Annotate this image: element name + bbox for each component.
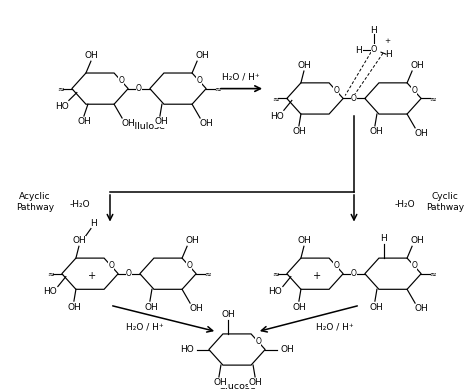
Text: OH: OH — [154, 117, 168, 126]
Text: ≈: ≈ — [429, 269, 437, 278]
Text: OH: OH — [221, 310, 235, 319]
Text: -H₂O: -H₂O — [70, 200, 91, 209]
Text: OH: OH — [369, 127, 383, 136]
Text: O: O — [118, 76, 124, 85]
Text: +: + — [88, 271, 96, 281]
Text: O: O — [196, 76, 202, 85]
Text: OH: OH — [280, 345, 294, 354]
Text: O: O — [333, 86, 339, 95]
Text: O: O — [371, 45, 377, 54]
Text: OH: OH — [297, 61, 311, 70]
Text: O: O — [333, 262, 339, 271]
Text: H₂O / H⁺: H₂O / H⁺ — [126, 322, 164, 331]
Text: ≈: ≈ — [46, 269, 54, 278]
Text: OH: OH — [414, 129, 428, 138]
Text: HO: HO — [270, 112, 284, 121]
Text: OH: OH — [414, 305, 428, 314]
Text: OH: OH — [189, 305, 203, 314]
Text: Cyclic
Pathway: Cyclic Pathway — [426, 192, 464, 212]
Text: O: O — [351, 94, 357, 103]
Text: OH: OH — [410, 236, 424, 245]
Text: OH: OH — [67, 303, 81, 312]
Text: -H₂O: -H₂O — [395, 200, 415, 209]
Text: H: H — [371, 26, 377, 35]
Text: +: + — [313, 271, 321, 281]
Text: O: O — [255, 337, 261, 346]
Text: OH: OH — [84, 51, 98, 60]
Text: O: O — [411, 86, 417, 95]
Text: H: H — [356, 46, 363, 55]
Text: OH: OH — [185, 236, 199, 245]
Text: HO: HO — [55, 102, 69, 111]
Text: HO: HO — [43, 287, 57, 296]
Text: OH: OH — [213, 378, 227, 387]
Text: OH: OH — [297, 236, 311, 245]
Text: Acyclic
Pathway: Acyclic Pathway — [16, 192, 54, 212]
Text: OH: OH — [144, 303, 158, 312]
Text: OH: OH — [121, 119, 135, 128]
Text: OH: OH — [248, 378, 262, 387]
Text: OH: OH — [292, 303, 306, 312]
Text: H: H — [91, 219, 97, 228]
Text: Glucose: Glucose — [218, 382, 256, 391]
Text: OH: OH — [199, 119, 213, 128]
Text: ≈: ≈ — [272, 94, 278, 103]
Text: O: O — [126, 269, 132, 278]
Text: ≈: ≈ — [205, 269, 211, 278]
Text: O: O — [411, 262, 417, 271]
Text: O: O — [351, 269, 357, 278]
Text: OH: OH — [195, 51, 209, 60]
Text: ≈: ≈ — [272, 269, 278, 278]
Text: Cellulose: Cellulose — [122, 122, 165, 131]
Text: O: O — [136, 84, 142, 93]
Text: HO: HO — [180, 345, 194, 354]
Text: OH: OH — [72, 236, 86, 245]
Text: OH: OH — [410, 61, 424, 70]
Text: H: H — [386, 50, 392, 59]
Text: OH: OH — [292, 127, 306, 136]
Text: H₂O / H⁺: H₂O / H⁺ — [222, 72, 260, 81]
Text: ≈: ≈ — [215, 84, 221, 93]
Text: ≈: ≈ — [57, 84, 64, 93]
Text: OH: OH — [77, 117, 91, 126]
Text: ≈: ≈ — [429, 94, 437, 103]
Text: H: H — [381, 234, 387, 243]
Text: HO: HO — [268, 287, 282, 296]
Text: H₂O / H⁺: H₂O / H⁺ — [316, 322, 354, 331]
Text: +: + — [384, 38, 390, 44]
Text: OH: OH — [369, 303, 383, 312]
Text: O: O — [108, 262, 114, 271]
Text: O: O — [186, 262, 192, 271]
